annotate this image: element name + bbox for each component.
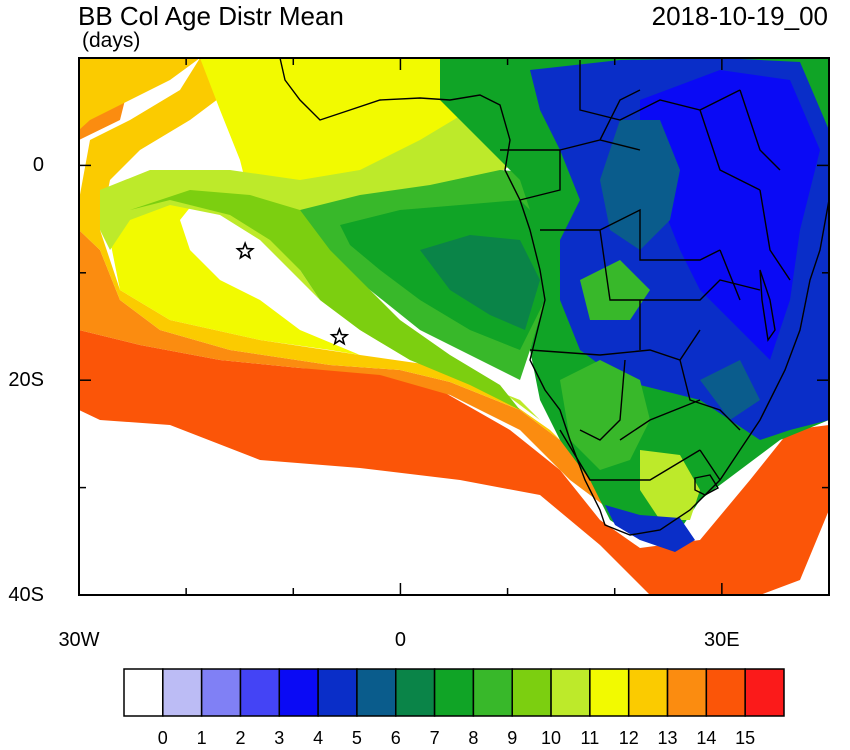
colorbar-label: 7	[429, 728, 440, 748]
field-band-9	[130, 190, 520, 410]
colorbar	[123, 668, 785, 717]
colorbar-label: 14	[696, 728, 717, 748]
colorbar-label: 8	[468, 728, 479, 748]
lon-tick-label: 30E	[704, 629, 740, 651]
axis-ticks	[78, 57, 830, 596]
colorbar-swatch	[589, 668, 630, 717]
colorbar-label: 6	[390, 728, 401, 748]
field-band-6	[420, 235, 540, 330]
colorbar-label: 0	[157, 728, 168, 748]
units-label: (days)	[82, 29, 141, 52]
colorbar-swatch	[200, 668, 242, 717]
colorbar-label: 11	[580, 728, 600, 748]
lake	[759, 269, 776, 342]
field-land-teal	[600, 120, 760, 420]
colorbar-label: 13	[657, 728, 678, 748]
field-land-blue-south	[605, 505, 695, 552]
colorbar-label: 10	[541, 728, 562, 748]
colorbar-swatch	[278, 668, 319, 717]
lat-tick-label: 20S	[8, 369, 44, 392]
colorbar-label: 5	[351, 728, 362, 748]
field-land-yellow	[640, 450, 700, 520]
star-marker-icon	[235, 241, 255, 260]
colorbar-label: 1	[196, 728, 207, 748]
colorbar-swatch	[239, 668, 281, 717]
colorbar-label: 12	[618, 728, 639, 748]
field-band-13	[79, 58, 620, 510]
colorbar-swatch	[433, 668, 475, 717]
plot-frame	[78, 57, 830, 596]
map-title: BB Col Age Distr Mean	[78, 1, 344, 31]
field-band-11	[110, 58, 500, 355]
colorbar-swatch	[627, 668, 669, 717]
field-band-nw	[79, 58, 200, 130]
colorbar-label: 9	[507, 728, 518, 748]
colorbar-swatch	[705, 668, 746, 717]
lon-tick-label: 0	[394, 629, 406, 651]
date-label: 2018-10-19_00	[651, 1, 828, 31]
colorbar-swatch	[123, 668, 164, 717]
lat-tick-label: 0	[32, 154, 44, 177]
colorbar-swatch	[317, 668, 358, 717]
field-land-blue-4	[640, 70, 820, 360]
colorbar-label: 2	[235, 728, 246, 748]
field-band-14	[79, 330, 829, 595]
colorbar-swatch	[395, 668, 436, 717]
colorbar-swatch	[472, 668, 513, 717]
lesotho-border	[694, 474, 719, 496]
country-borders	[500, 60, 791, 481]
star-marker-icon	[329, 326, 350, 346]
lon-tick-label: 30W	[58, 629, 100, 651]
colorbar-swatch	[511, 668, 552, 717]
colorbar-label: 3	[274, 728, 285, 748]
colorbar-label: 4	[313, 728, 324, 748]
colorbar-swatch	[550, 668, 591, 717]
coastlines	[279, 58, 829, 536]
colorbar-swatch	[356, 668, 397, 717]
colorbar-swatch	[666, 668, 708, 717]
field-land-green-patch	[560, 260, 650, 470]
africa-coastline	[279, 58, 829, 536]
field-band-10	[100, 80, 540, 420]
colorbar-swatch	[744, 668, 785, 717]
colorbar-label: 15	[735, 728, 756, 748]
marker-layer	[235, 241, 350, 346]
colorbar-swatch	[162, 668, 203, 717]
lat-tick-label: 40S	[8, 584, 44, 606]
age-field	[79, 58, 829, 595]
